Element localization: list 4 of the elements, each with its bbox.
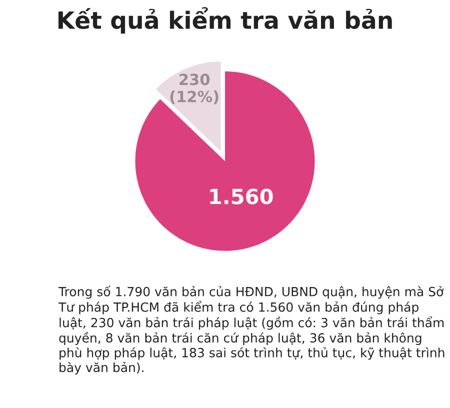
- data-label: 230 (12%): [170, 74, 218, 104]
- data-label: 1.560: [210, 188, 273, 204]
- text: Trong số 1.790 văn bản của HĐND, UBND quận, huyện mà Sở Tư pháp TP.HCM đã kiểm tra có 1.560 văn bản đúng pháp luật, 230 văn bản trái pháp luật (gồm có: 3 văn bản trái thẩm quyền, 8 văn bản trái căn cứ pháp luật, 36 văn bản không phù hợp pháp luật, 183 sai sót trình tự, thủ tục, kỹ thuật trình bày văn bản).: [58, 286, 444, 375]
- chart-title: Kết quả kiểm tra văn bản: [58, 7, 392, 34]
